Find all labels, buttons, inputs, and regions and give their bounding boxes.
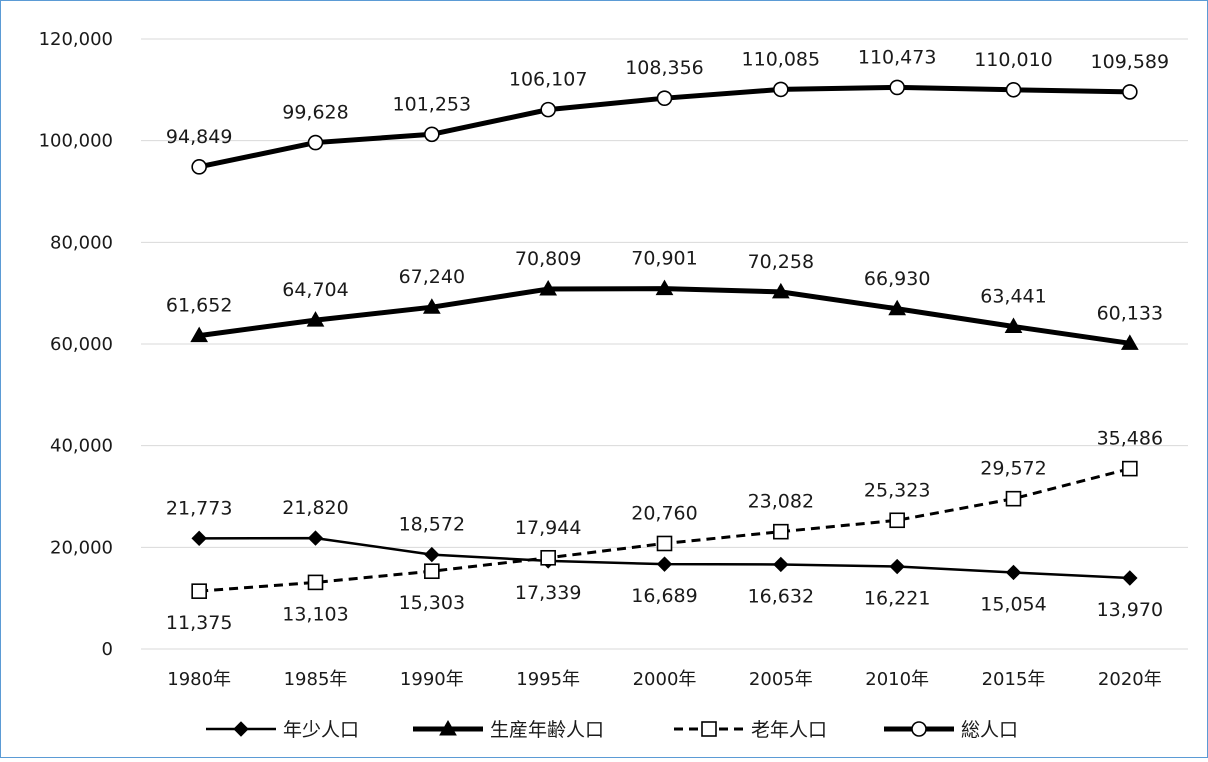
x-tick-label-0: 1980年 xyxy=(167,669,231,690)
marker-total-1 xyxy=(309,136,323,150)
marker-total-5 xyxy=(774,82,788,96)
marker-youth-2 xyxy=(425,548,439,562)
data-label-total-1: 99,628 xyxy=(282,102,348,124)
data-label-youth-7: 15,054 xyxy=(980,593,1046,615)
data-label-total-4: 108,356 xyxy=(625,57,704,79)
marker-youth-6 xyxy=(890,560,904,574)
x-tick-label-5: 2005年 xyxy=(749,669,813,690)
x-tick-label-1: 1985年 xyxy=(284,669,348,690)
data-label-elderly-0: 11,375 xyxy=(166,612,232,634)
data-label-working-7: 63,441 xyxy=(980,286,1046,308)
data-label-elderly-8: 35,486 xyxy=(1097,428,1163,450)
y-tick-label-60000: 60,000 xyxy=(50,334,113,355)
marker-elderly-6 xyxy=(890,513,904,527)
data-label-elderly-2: 15,303 xyxy=(399,592,465,614)
data-label-total-0: 94,849 xyxy=(166,126,232,148)
y-axis-tick-labels: 0 20,000 40,000 60,000 80,000 100,000 120,000 xyxy=(39,29,113,660)
data-label-elderly-6: 25,323 xyxy=(864,479,930,501)
marker-elderly-1 xyxy=(309,575,323,589)
marker-elderly-3 xyxy=(541,551,555,565)
data-label-total-2: 101,253 xyxy=(393,93,472,115)
data-label-total-8: 109,589 xyxy=(1091,51,1170,73)
data-label-working-2: 67,240 xyxy=(399,266,465,288)
x-tick-label-6: 2010年 xyxy=(865,669,929,690)
data-label-total-5: 110,085 xyxy=(742,48,821,70)
legend-marker-total xyxy=(912,722,926,736)
data-label-working-0: 61,652 xyxy=(166,295,232,317)
legend-label-youth: 年少人口 xyxy=(283,719,359,741)
marker-total-0 xyxy=(192,160,206,174)
data-label-total-6: 110,473 xyxy=(858,46,937,68)
data-label-working-4: 70,901 xyxy=(631,248,697,270)
data-label-working-3: 70,809 xyxy=(515,248,581,270)
data-label-youth-2: 18,572 xyxy=(399,514,465,536)
marker-total-4 xyxy=(658,91,672,105)
marker-youth-1 xyxy=(309,531,323,545)
data-label-elderly-3: 17,944 xyxy=(515,517,581,539)
marker-elderly-5 xyxy=(774,525,788,539)
marker-elderly-7 xyxy=(1007,492,1021,506)
data-label-total-3: 106,107 xyxy=(509,69,588,91)
data-label-youth-8: 13,970 xyxy=(1097,599,1163,621)
data-label-youth-6: 16,221 xyxy=(864,588,930,610)
marker-total-7 xyxy=(1007,83,1021,97)
marker-total-2 xyxy=(425,127,439,141)
data-label-youth-4: 16,689 xyxy=(631,585,697,607)
data-label-elderly-7: 29,572 xyxy=(980,458,1046,480)
data-label-youth-0: 21,773 xyxy=(166,497,232,519)
data-label-elderly-4: 20,760 xyxy=(631,502,697,524)
marker-youth-5 xyxy=(774,557,788,571)
data-label-total-7: 110,010 xyxy=(974,49,1053,71)
x-tick-label-3: 1995年 xyxy=(516,669,580,690)
y-tick-label-80000: 80,000 xyxy=(50,232,113,253)
x-axis-tick-labels: 1980年 1985年 1990年 1995年 2000年 2005年 2010年 2015年… xyxy=(167,669,1161,690)
data-label-working-5: 70,258 xyxy=(748,251,814,273)
data-label-working-1: 64,704 xyxy=(282,279,348,301)
marker-youth-7 xyxy=(1007,565,1021,579)
data-label-working-6: 66,930 xyxy=(864,268,930,290)
marker-elderly-0 xyxy=(192,584,206,598)
marker-total-8 xyxy=(1123,85,1137,99)
y-tick-label-0: 0 xyxy=(102,639,113,660)
data-label-youth-1: 21,820 xyxy=(282,497,348,519)
legend-label-working: 生産年齢人口 xyxy=(490,719,604,741)
y-tick-label-20000: 20,000 xyxy=(50,537,113,558)
data-label-youth-3: 17,339 xyxy=(515,582,581,604)
marker-youth-4 xyxy=(658,557,672,571)
data-label-elderly-1: 13,103 xyxy=(282,603,348,625)
y-tick-label-100000: 100,000 xyxy=(39,131,113,152)
marker-youth-8 xyxy=(1123,571,1137,585)
legend-marker-elderly xyxy=(702,722,716,736)
marker-youth-0 xyxy=(192,531,206,545)
legend-label-elderly: 老年人口 xyxy=(751,719,827,741)
x-tick-label-7: 2015年 xyxy=(982,669,1046,690)
y-tick-label-40000: 40,000 xyxy=(50,436,113,457)
data-label-elderly-5: 23,082 xyxy=(748,491,814,513)
marker-elderly-8 xyxy=(1123,462,1137,476)
x-tick-label-4: 2000年 xyxy=(633,669,697,690)
x-tick-label-8: 2020年 xyxy=(1098,669,1162,690)
data-label-working-8: 60,133 xyxy=(1097,302,1163,324)
marker-total-3 xyxy=(541,103,555,117)
marker-elderly-2 xyxy=(425,564,439,578)
legend: 年少人口 生産年齢人口 老年人口 総人口 xyxy=(206,719,1018,741)
data-label-youth-5: 16,632 xyxy=(748,585,814,607)
legend-marker-youth xyxy=(234,722,248,736)
x-tick-label-2: 1990年 xyxy=(400,669,464,690)
legend-label-total: 総人口 xyxy=(961,719,1018,741)
marker-total-6 xyxy=(890,80,904,94)
y-tick-label-120000: 120,000 xyxy=(39,29,113,50)
marker-elderly-4 xyxy=(658,536,672,550)
series-line-elderly xyxy=(199,469,1130,592)
